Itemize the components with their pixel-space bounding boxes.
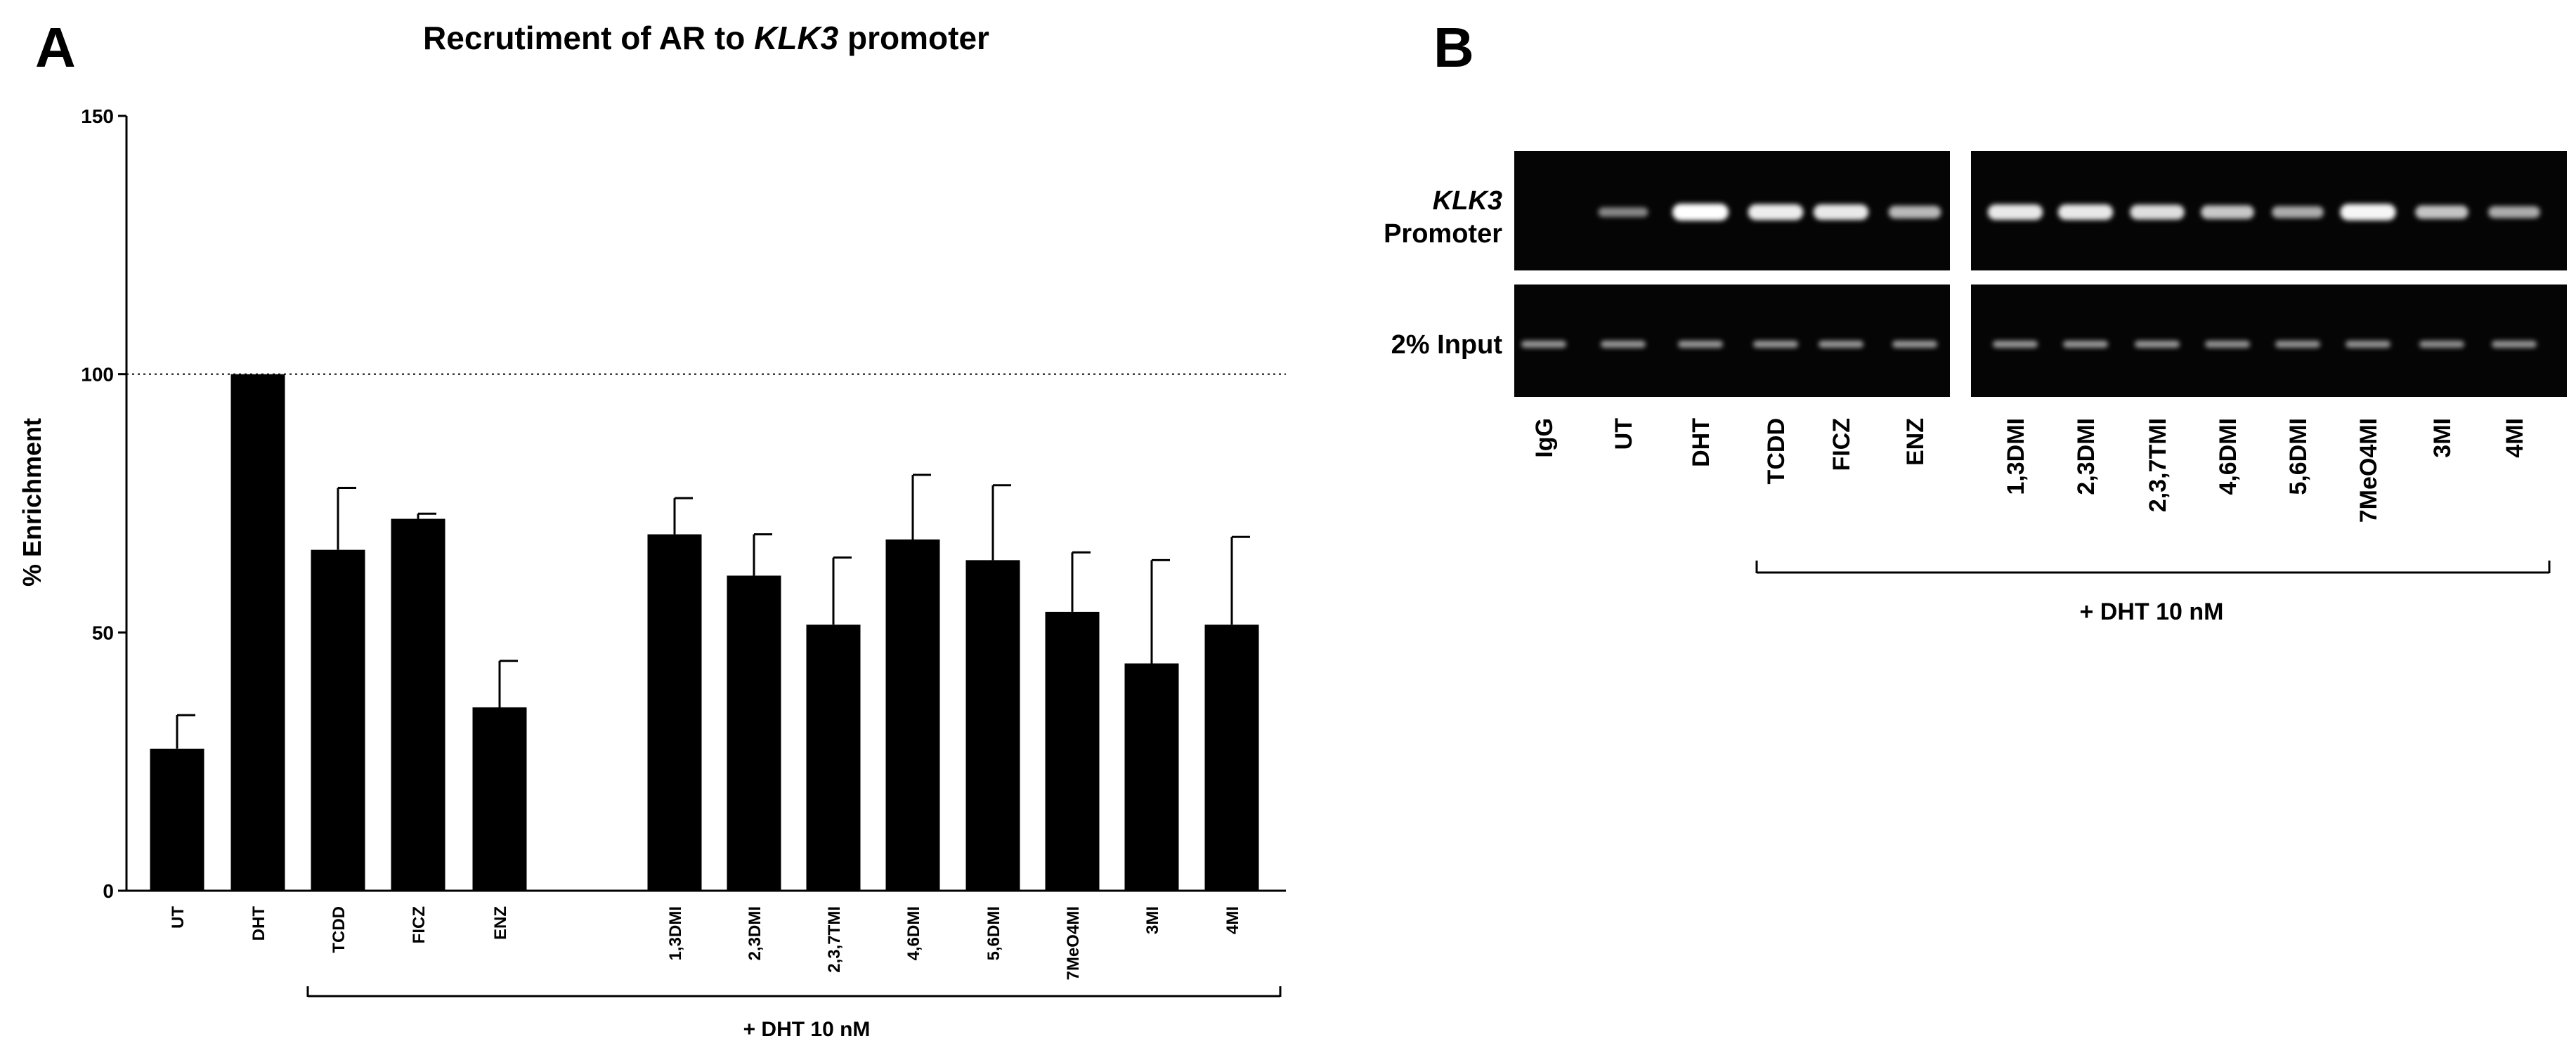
- bar-5,6DMI: [965, 560, 1020, 891]
- gel-band-klk3-right-3: [2201, 205, 2254, 219]
- bar-DHT: [230, 374, 285, 891]
- x-tick-label-5,6DMI: 5,6DMI: [984, 906, 1003, 960]
- bar-3MI: [1124, 663, 1179, 891]
- gel-band-input-right-5: [2346, 341, 2390, 348]
- gel-band-input-right-4: [2275, 341, 2320, 348]
- bar-TCDD: [311, 549, 365, 891]
- chart-title-part-1: Recrutiment of AR to: [423, 20, 754, 56]
- lane-label-FICZ: FICZ: [1828, 418, 1855, 471]
- gel-input-left-background: [1514, 284, 1950, 397]
- gel-band-klk3-right-2: [2130, 204, 2185, 220]
- gel-band-input-left-1: [1601, 341, 1646, 348]
- chart-title-part-3: promoter: [838, 20, 989, 56]
- gel-band-input-right-7: [2492, 341, 2537, 348]
- y-tick-label-0: 0: [103, 880, 114, 902]
- y-tick-label-150: 150: [81, 105, 114, 127]
- lane-label-5,6DMI: 5,6DMI: [2285, 418, 2312, 495]
- x-tick-label-4,6DMI: 4,6DMI: [904, 906, 923, 960]
- promoter-row-label: Promoter: [1384, 219, 1502, 249]
- chart-title-italic: KLK3: [754, 20, 839, 56]
- x-tick-label-1,3DMI: 1,3DMI: [666, 906, 685, 960]
- bar-4,6DMI: [885, 539, 940, 891]
- lane-label-7MeO4MI: 7MeO4MI: [2355, 418, 2382, 523]
- lane-label-1,3DMI: 1,3DMI: [2003, 418, 2029, 495]
- gel-band-input-left-3: [1753, 341, 1798, 348]
- gel-band-input-left-2: [1678, 341, 1723, 348]
- gel-band-input-left-4: [1819, 341, 1863, 348]
- x-tick-label-3MI: 3MI: [1143, 906, 1162, 934]
- gel-band-klk3-right-5: [2340, 204, 2396, 221]
- x-tick-label-TCDD: TCDD: [330, 906, 349, 953]
- treatment-label-b: + DHT 10 nM: [2080, 599, 2224, 625]
- gel-band-klk3-left-3: [1748, 204, 1804, 221]
- x-tick-label-2,3DMI: 2,3DMI: [746, 906, 765, 960]
- gel-band-klk3-right-7: [2488, 206, 2540, 218]
- x-tick-label-DHT: DHT: [249, 906, 268, 941]
- gel-band-input-right-2: [2135, 341, 2180, 348]
- gel-band-klk3-right-4: [2272, 206, 2324, 218]
- klk3-row-label: KLK3: [1433, 186, 1502, 216]
- gel-band-input-right-1: [2063, 341, 2108, 348]
- lane-label-DHT: DHT: [1688, 418, 1715, 467]
- y-axis-label: % Enrichment: [18, 418, 46, 587]
- gel-band-input-left-0: [1521, 341, 1566, 348]
- gel-band-klk3-right-6: [2415, 205, 2468, 219]
- x-tick-label-2,3,7TMI: 2,3,7TMI: [825, 906, 844, 973]
- lane-label-IgG: IgG: [1531, 418, 1558, 458]
- bar-7MeO4MI: [1045, 611, 1100, 891]
- gel-band-klk3-left-1: [1598, 207, 1648, 217]
- gel-input-right-background: [1971, 284, 2567, 397]
- gel-band-klk3-right-0: [1987, 204, 2043, 221]
- y-tick-label-50: 50: [92, 622, 114, 643]
- lane-label-3MI: 3MI: [2429, 418, 2456, 458]
- x-tick-label-7MeO4MI: 7MeO4MI: [1064, 906, 1083, 980]
- gel-band-klk3-right-1: [2057, 204, 2114, 221]
- panel-b-letter: B: [1433, 16, 1474, 79]
- bar-UT: [150, 748, 204, 891]
- lane-label-4MI: 4MI: [2502, 418, 2528, 458]
- gel-klk3-left-background: [1514, 151, 1950, 270]
- lane-label-UT: UT: [1611, 418, 1637, 450]
- bar-4MI: [1204, 624, 1259, 891]
- lane-label-2,3,7TMI: 2,3,7TMI: [2145, 418, 2171, 512]
- x-tick-label-FICZ: FICZ: [410, 906, 429, 943]
- y-tick-label-100: 100: [81, 364, 114, 386]
- input-row-label: 2% Input: [1391, 330, 1503, 360]
- gel-image: [1514, 151, 2567, 397]
- lane-label-4,6DMI: 4,6DMI: [2215, 418, 2242, 495]
- bar-ENZ: [472, 707, 527, 891]
- lane-label-2,3DMI: 2,3DMI: [2073, 418, 2100, 495]
- bar-2,3DMI: [727, 575, 781, 891]
- panel-a-letter: A: [35, 16, 76, 79]
- x-tick-label-4MI: 4MI: [1223, 906, 1242, 934]
- chart-title: Recrutiment of AR to KLK3 promoter: [423, 20, 989, 56]
- gel-lane-labels: IgG UT DHT TCDD FICZ ENZ 1,3DMI 2,3DMI 2,3,7TMI 4…: [1531, 418, 2528, 523]
- gel-band-input-right-0: [1993, 341, 2038, 348]
- bar-chart: 0 50 100 150 UT DHT TCDD FICZ ENZ 1,3DMI 2,3DMI 2,3…: [81, 105, 1286, 980]
- bar-1,3DMI: [647, 534, 702, 891]
- gel-band-input-right-3: [2205, 341, 2250, 348]
- treatment-label-a: + DHT 10 nM: [743, 1018, 871, 1041]
- x-tick-label-ENZ: ENZ: [491, 906, 510, 940]
- x-tick-label-UT: UT: [169, 906, 188, 929]
- lane-label-ENZ: ENZ: [1902, 418, 1929, 466]
- gel-band-input-left-5: [1892, 341, 1937, 348]
- gel-band-input-right-6: [2419, 341, 2464, 348]
- gel-band-klk3-left-2: [1672, 204, 1729, 221]
- gel-band-klk3-left-4: [1813, 204, 1869, 221]
- bar-FICZ: [391, 518, 445, 891]
- gel-band-klk3-left-5: [1888, 206, 1941, 218]
- bar-2,3,7TMI: [806, 624, 861, 891]
- lane-label-TCDD: TCDD: [1763, 418, 1790, 484]
